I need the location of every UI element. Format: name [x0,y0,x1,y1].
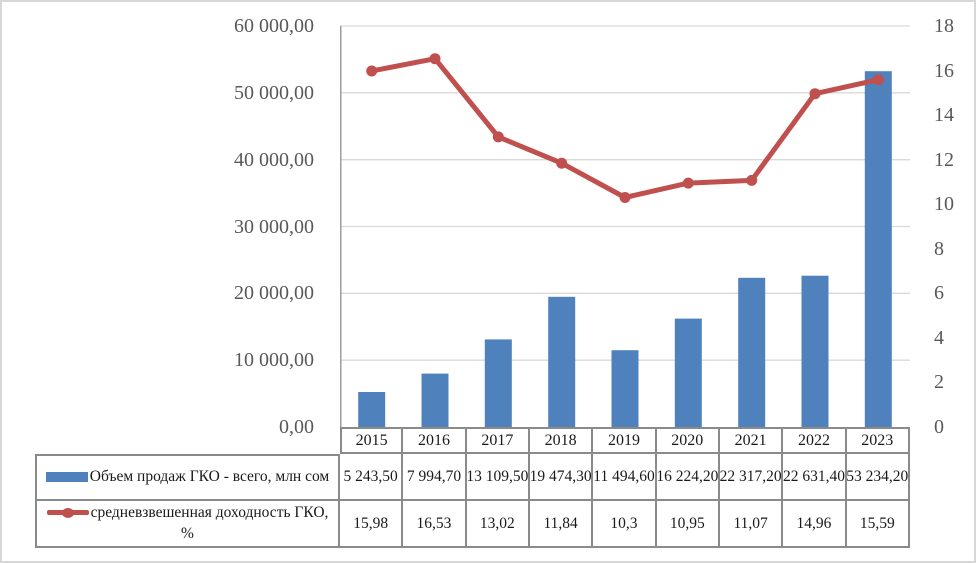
plot-area [340,25,910,427]
bar-series-swatch [45,472,88,483]
bar-series-label: Объем продаж ГКО - всего, млн сом [89,468,330,486]
right-axis-tick: 0 [934,416,944,438]
bar-2016 [421,373,449,427]
marker-2016 [429,53,441,65]
left-axis-tick: 10 000,00 [234,349,314,372]
bar-2019 [611,350,639,427]
bar-2018 [548,296,576,427]
marker-2022 [809,88,821,100]
right-axis-tick: 12 [934,148,954,171]
year-header: 2019 [593,427,657,454]
marker-2020 [682,177,694,189]
bar-2021 [738,277,766,427]
yield-value: 16,53 [403,501,467,548]
year-header: 2021 [719,427,784,454]
right-axis-tick: 4 [934,326,944,349]
bar-2020 [674,318,702,427]
marker-2023 [872,74,884,86]
volume-value: 22 317,20 [720,454,784,501]
left-axis-tick: 30 000,00 [234,215,314,238]
marker-2015 [366,65,378,77]
volume-value: 5 243,50 [340,454,404,501]
left-axis-tick: 0,00 [279,416,314,438]
volume-value: 13 109,50 [466,454,530,501]
volume-value: 53 234,20 [846,454,910,501]
data-table: 2015 2016 2017 2018 2019 2020 2021 2022 2023 Объе… [35,427,910,548]
year-header: 2017 [466,427,530,454]
right-axis-tick: 10 [934,193,954,216]
volume-value: 11 494,60 [593,454,657,501]
legend-item-volume-series: Объем продаж ГКО - всего, млн сом [35,454,340,501]
marker-2017 [492,131,504,143]
yield-value: 11,84 [529,501,594,548]
year-header: 2018 [529,427,594,454]
marker-2018 [556,157,568,169]
year-header: 2016 [403,427,467,454]
right-axis-tick: 2 [934,371,944,394]
marker-2019 [619,192,631,203]
yield-value: 15,98 [340,501,404,548]
table-corner-spacer [35,427,340,454]
marker-2021 [746,174,758,186]
year-header: 2023 [846,427,910,454]
yield-value: 11,07 [719,501,784,548]
yield-value: 14,96 [783,501,847,548]
right-axis-tick: 8 [934,237,944,260]
right-axis-tick: 18 [934,15,954,37]
line-series-swatch [46,510,89,516]
bar-2023 [864,71,892,427]
bar-2015 [358,392,386,427]
right-axis-tick: 16 [934,59,954,82]
left-axis-tick: 60 000,00 [234,15,314,37]
left-axis-tick: 40 000,00 [234,148,314,171]
legend-item-yield-series: средневзвешенная доходность ГКО, % [35,501,340,548]
right-axis-tick: 6 [934,282,944,305]
yield-value: 15,59 [846,501,910,548]
year-header: 2020 [656,427,720,454]
yield-value: 10,3 [593,501,657,548]
bar-2017 [484,339,512,427]
year-header: 2022 [783,427,847,454]
volume-value: 22 631,40 [783,454,847,501]
volume-value: 16 224,20 [656,454,720,501]
year-header: 2015 [340,427,404,454]
bar-2022 [801,275,829,427]
left-axis-tick: 50 000,00 [234,81,314,104]
volume-value: 19 474,30 [530,454,594,501]
line-series-label: средневзвешенная доходность ГКО, % [90,504,329,542]
left-axis-tick: 20 000,00 [234,282,314,305]
volume-value: 7 994,70 [403,454,467,501]
yield-value: 13,02 [466,501,530,548]
right-axis-tick: 14 [934,104,954,127]
yield-value: 10,95 [656,501,720,548]
yield-line [369,56,881,200]
